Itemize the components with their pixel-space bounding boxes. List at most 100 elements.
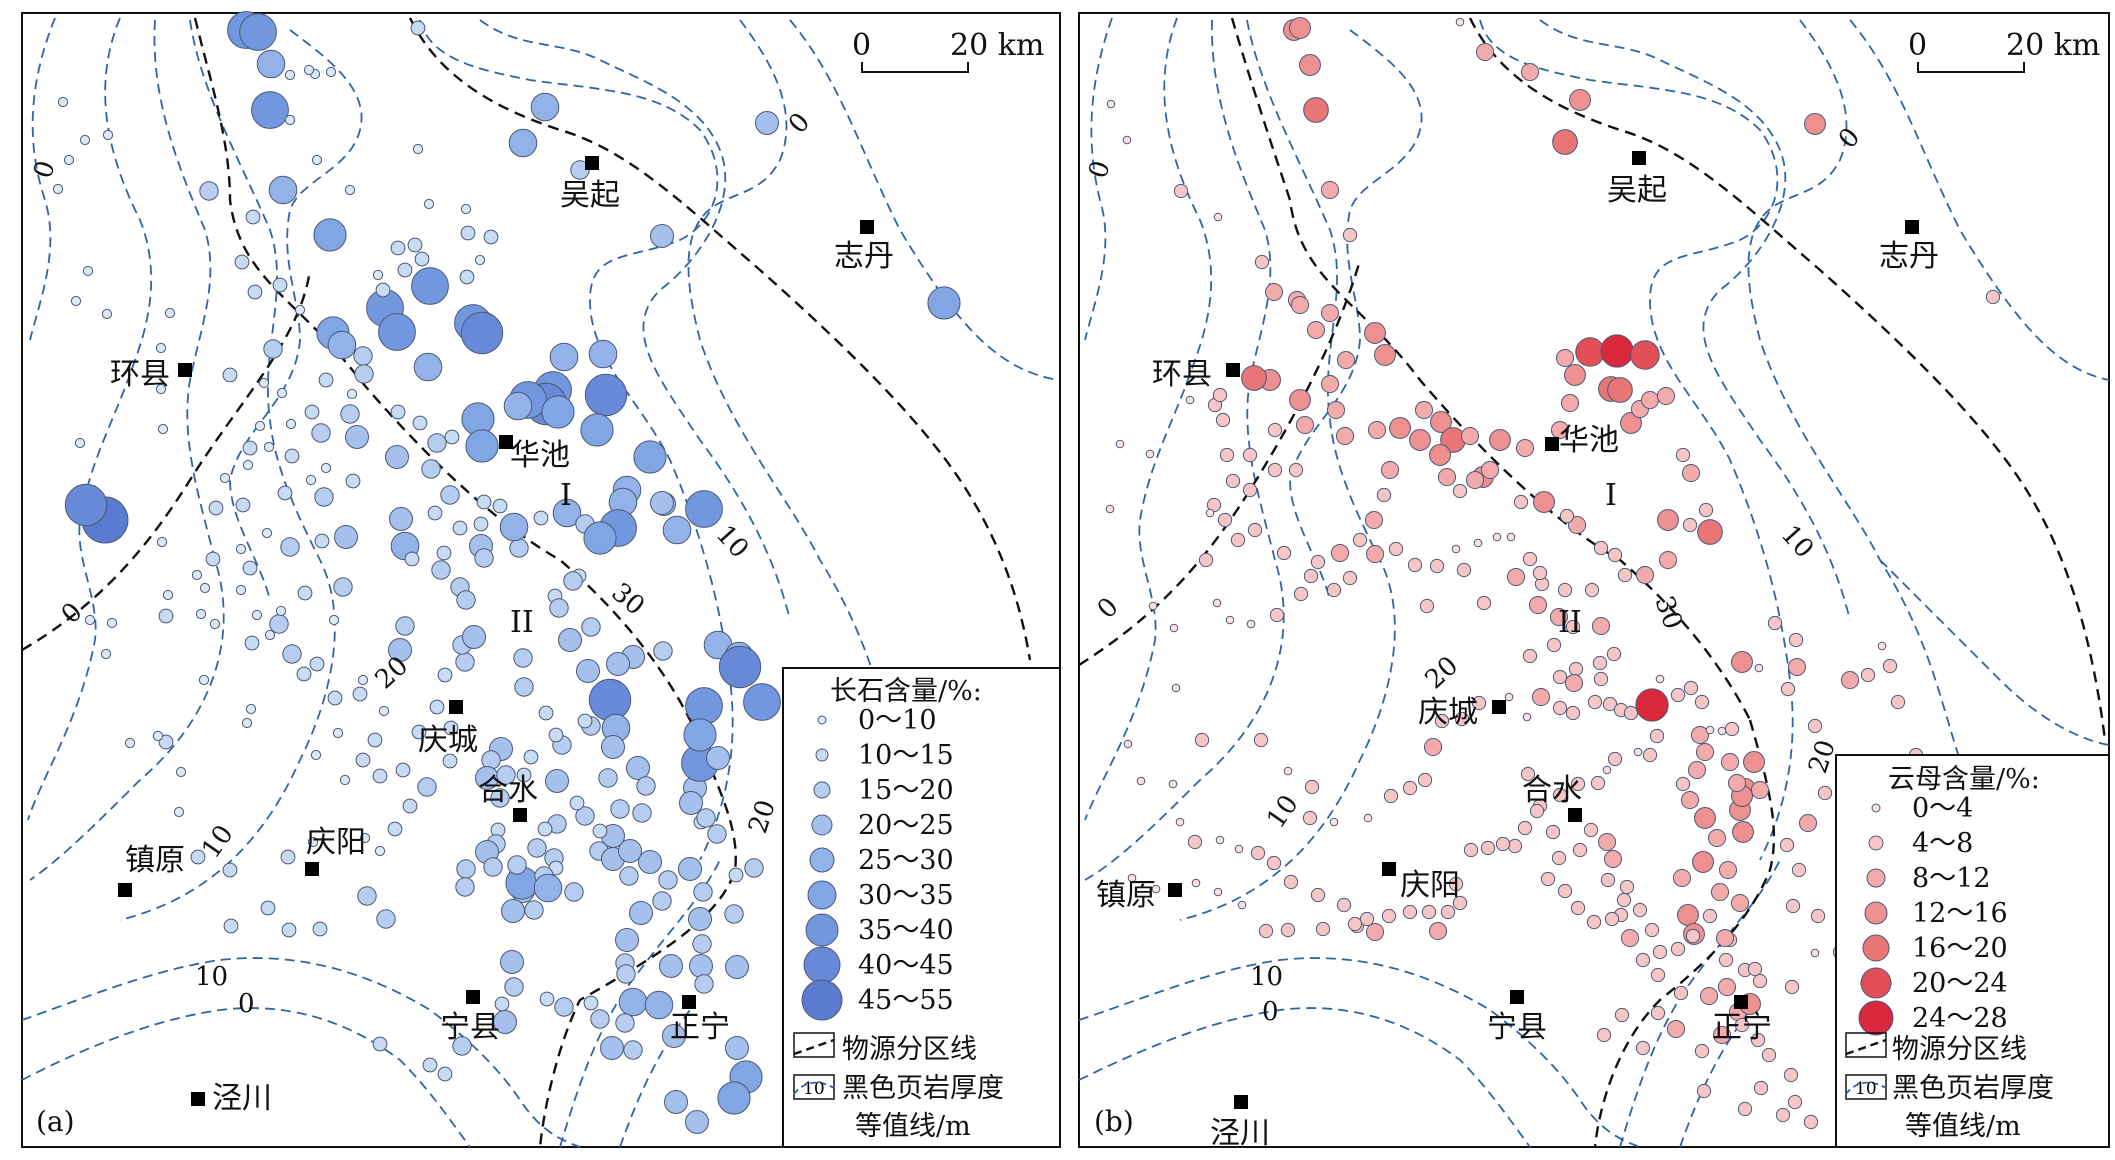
mica-sample	[1635, 952, 1651, 968]
feldspar-sample	[629, 901, 653, 925]
mica-sample	[1750, 1032, 1766, 1048]
feldspar-sample	[554, 997, 574, 1017]
panel-a-feldspar-sample-points	[52, 11, 961, 1134]
mica-sample	[1731, 651, 1753, 673]
mica-sample	[1419, 598, 1435, 614]
mica-sample	[1480, 460, 1500, 480]
mica-sample	[1421, 904, 1437, 920]
svg-text:志丹: 志丹	[834, 239, 894, 274]
mica-sample	[1105, 504, 1115, 514]
mica-sample	[1267, 422, 1283, 438]
feldspar-sample	[514, 677, 534, 697]
mica-sample	[1187, 834, 1203, 850]
legend-symbol	[1866, 868, 1886, 888]
mica-sample	[1617, 567, 1633, 583]
svg-text:正宁: 正宁	[670, 1010, 730, 1045]
panel-a-legend: 长石含量/%: 0～10 10～15 15～20 20～25 25～30 30～35 35～…	[782, 667, 1061, 1148]
mica-sample	[1215, 835, 1225, 845]
svg-text:吴起: 吴起	[560, 178, 620, 213]
mica-sample	[1882, 658, 1898, 674]
feldspar-sample	[626, 756, 650, 780]
mica-sample	[1559, 508, 1575, 524]
feldspar-sample	[318, 372, 334, 388]
feldspar-sample	[527, 838, 547, 858]
feldspar-sample	[235, 497, 251, 513]
mica-sample	[1295, 415, 1315, 435]
mica-sample	[1798, 813, 1818, 833]
feldspar-sample	[548, 727, 564, 743]
mica-sample	[1692, 851, 1714, 873]
mica-sample	[1697, 519, 1723, 545]
mica-sample	[1480, 840, 1496, 856]
feldspar-sample	[569, 795, 585, 811]
mica-sample	[1635, 565, 1655, 585]
panel-a-scale-bar: 0 20 km	[852, 28, 1044, 73]
mica-sample	[1550, 420, 1570, 440]
mica-sample	[1775, 1107, 1791, 1123]
mica-sample	[1552, 700, 1568, 716]
feldspar-sample	[346, 388, 358, 400]
feldspar-sample	[503, 391, 533, 421]
feldspar-sample	[355, 752, 371, 768]
feldspar-sample	[577, 713, 593, 729]
feldspar-sample	[328, 614, 340, 626]
feldspar-sample	[263, 441, 275, 453]
city-jingchuan: 泾川	[1210, 1095, 1270, 1151]
mica-sample	[1367, 420, 1387, 440]
mica-sample	[1560, 393, 1580, 413]
feldspar-sample	[493, 1010, 517, 1034]
svg-text:10: 10	[803, 1079, 825, 1099]
feldspar-sample	[664, 1090, 688, 1114]
svg-text:华池: 华池	[1559, 423, 1619, 458]
feldspar-sample	[191, 569, 203, 581]
feldspar-sample	[327, 690, 343, 706]
mica-sample	[1310, 887, 1326, 903]
mica-sample	[1644, 922, 1660, 938]
mica-sample	[1743, 751, 1765, 773]
feldspar-sample	[310, 749, 322, 761]
feldspar-sample	[173, 806, 185, 818]
mica-sample	[1434, 713, 1450, 729]
mica-sample	[1347, 916, 1363, 932]
feldspar-sample	[462, 625, 486, 649]
svg-text:泾川: 泾川	[1210, 1116, 1270, 1151]
feldspar-sample	[423, 198, 435, 210]
mica-sample	[1247, 522, 1263, 538]
mica-sample	[1600, 334, 1634, 368]
mica-sample	[1506, 567, 1526, 587]
feldspar-sample	[504, 977, 524, 997]
feldspar-sample	[507, 855, 527, 875]
mica-sample	[1414, 400, 1434, 420]
mica-sample	[1237, 900, 1247, 910]
feldspar-sample	[500, 950, 524, 974]
mica-sample	[1564, 673, 1584, 693]
feldspar-sample	[539, 991, 555, 1007]
feldspar-sample	[256, 49, 286, 79]
feldspar-sample	[261, 527, 273, 539]
feldspar-sample	[455, 652, 475, 672]
mica-sample	[1194, 732, 1210, 748]
mica-sample	[1365, 922, 1385, 942]
feldspar-sample	[297, 585, 313, 601]
legend-label: 45～55	[858, 985, 954, 1016]
mica-sample	[1840, 670, 1860, 690]
feldspar-sample	[242, 440, 258, 456]
feldspar-sample	[280, 849, 296, 865]
mica-sample	[1269, 607, 1285, 623]
mica-sample	[1106, 99, 1116, 109]
feldspar-sample	[619, 866, 639, 886]
feldspar-sample	[74, 437, 86, 449]
feldspar-sample	[693, 882, 713, 902]
mica-sample	[1752, 973, 1768, 989]
legend-label: 12～16	[1912, 898, 2008, 929]
feldspar-sample	[275, 605, 287, 617]
feldspar-sample	[427, 505, 443, 521]
mica-sample	[1803, 1114, 1819, 1130]
svg-text:10: 10	[1261, 790, 1305, 834]
feldspar-sample	[100, 648, 112, 660]
mica-sample	[1145, 449, 1155, 459]
feldspar-sample	[412, 143, 424, 155]
feldspar-sample	[84, 614, 96, 626]
feldspar-sample	[258, 377, 270, 389]
